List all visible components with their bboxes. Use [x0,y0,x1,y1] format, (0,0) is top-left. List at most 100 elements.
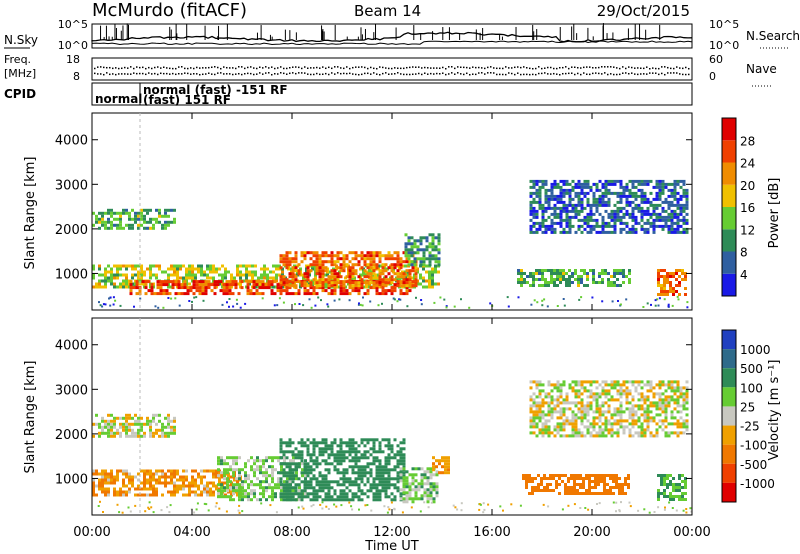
heatmap-cell [574,404,578,408]
heatmap-cell [634,431,638,435]
heatmap-cell [223,477,226,481]
heatmap-cell [152,273,155,277]
heatmap-cell [414,473,418,477]
heatmap-cell [604,203,608,207]
heatmap-cell [634,227,638,231]
heatmap-cell [285,254,289,258]
heatmap-cell [661,419,665,423]
heatmap-cell [399,462,403,466]
heatmap-cell [610,182,614,186]
nave-dot [619,73,621,76]
heatmap-cell [598,416,602,420]
heatmap-cell [586,218,590,222]
heatmap-cell [345,468,349,472]
heatmap-cell [222,289,226,293]
heatmap-cell [568,269,571,272]
heatmap-cell [278,273,281,277]
heatmap-cell [607,404,611,408]
heatmap-cell [269,276,272,280]
heatmap-cell [279,450,283,454]
heatmap-cell [562,206,566,210]
heatmap-speckle [530,303,533,306]
heatmap-cell [580,431,584,435]
heatmap-cell [363,474,367,478]
heatmap-cell [336,468,340,472]
heatmap-cell [122,428,125,432]
heatmap-cell [547,224,551,228]
heatmap-cell [271,480,274,484]
heatmap-cell [408,482,412,486]
heatmap-cell [134,413,137,417]
nave-dot [292,72,294,74]
heatmap-cell [300,498,304,502]
heatmap-cell [209,469,212,473]
heatmap-cell [119,211,122,215]
noise-right-tick-top: 10^5 [709,18,739,31]
heatmap-cell [238,492,241,496]
heatmap-cell [673,389,677,393]
heatmap-speckle [235,298,238,301]
heatmap-cell [434,260,438,264]
heatmap-cell [369,254,373,258]
heatmap-cell [576,492,579,495]
heatmap-cell [232,486,235,490]
heatmap-cell [345,280,349,284]
heatmap-cell [643,230,647,234]
nave-dot [142,72,144,75]
heatmap-cell [300,251,304,255]
heatmap-cell [128,217,131,221]
heatmap-cell [675,284,678,287]
heatmap-cell [294,489,298,493]
heatmap-cell [300,441,304,445]
nave-dot [118,73,120,75]
heatmap-cell [571,380,575,384]
heatmap-cell [619,182,623,186]
heatmap-cell [613,398,617,402]
heatmap-cell [589,203,593,207]
heatmap-cell [266,276,269,280]
heatmap-cell [532,230,536,234]
heatmap-cell [274,483,277,487]
freq-dot [646,66,648,68]
heatmap-cell [275,264,278,268]
heatmap-cell [666,281,669,284]
heatmap-cell [327,489,331,493]
heatmap-cell [577,434,581,438]
heatmap-cell [592,269,595,272]
freq-dot [532,67,534,70]
heatmap-cell [667,386,671,390]
heatmap-cell [304,492,307,496]
heatmap-cell [224,493,227,497]
heatmap-cell [288,444,292,448]
heatmap-cell [673,194,677,198]
heatmap-cell [598,407,602,411]
heatmap-cell [351,459,355,463]
heatmap-cell [679,416,683,420]
heatmap-cell [685,428,689,432]
heatmap-cell [161,434,164,438]
heatmap-cell [622,185,626,189]
heatmap-cell [363,465,367,469]
heatmap-cell [646,395,650,399]
heatmap-cell [558,477,561,480]
heatmap-cell [655,212,659,216]
heatmap-cell [610,428,614,432]
heatmap-cell [110,282,113,286]
heatmap-cell [203,484,206,488]
heatmap-cell [592,392,596,396]
heatmap-cell [592,182,596,186]
heatmap-cell [523,272,526,275]
heatmap-cell [559,230,563,234]
heatmap-cell [580,434,584,438]
heatmap-cell [589,218,593,222]
heatmap-cell [393,278,397,282]
freq-dot [628,66,630,68]
heatmap-cell [618,492,621,495]
heatmap-cell [628,188,632,192]
heatmap-cell [604,392,608,396]
heatmap-cell [104,469,107,473]
heatmap-cell [366,450,370,454]
heatmap-cell [194,267,197,271]
heatmap-cell [558,483,561,486]
heatmap-cell [685,389,689,393]
